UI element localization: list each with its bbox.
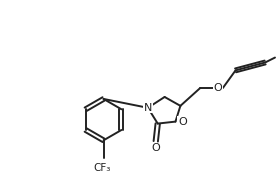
- Text: CF₃: CF₃: [93, 163, 110, 173]
- Text: N: N: [144, 103, 152, 113]
- Text: O: O: [213, 83, 222, 93]
- Text: O: O: [178, 117, 187, 127]
- Text: O: O: [151, 143, 160, 153]
